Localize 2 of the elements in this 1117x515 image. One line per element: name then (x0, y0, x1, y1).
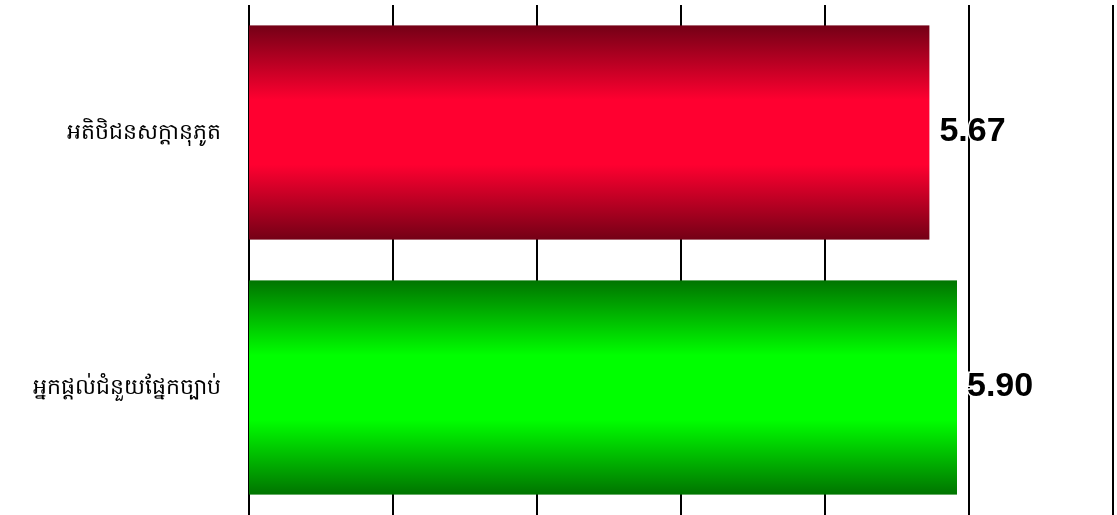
y-tick-label: អ្នកផ្ដល់ជំនួយផ្នែកច្បាប់ (33, 372, 221, 401)
y-tick-label: អតិថិជនសក្ដានុភូត (67, 117, 221, 146)
